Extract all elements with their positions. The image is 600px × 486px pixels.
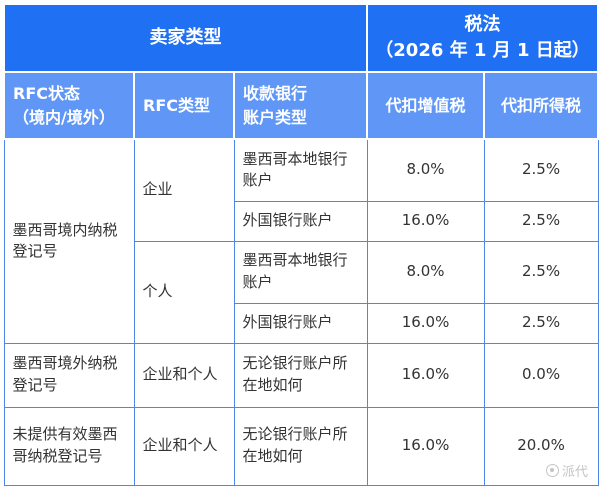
cell-vat-value: 16.0% bbox=[366, 302, 485, 344]
table-row: 外国银行账户 16.0% 2.5% bbox=[4, 200, 599, 242]
cell-rfc-type-both: 企业和个人 bbox=[133, 406, 235, 486]
cell-income-tax-value: 2.5% bbox=[483, 240, 599, 304]
group-header-tax-law: 税法 （2026 年 1 月 1 日起） bbox=[366, 3, 600, 73]
cell-income-tax-value: 0.0% bbox=[483, 342, 599, 408]
cell-bank-any-location: 无论银行账户所在地如何 bbox=[233, 342, 368, 408]
cell-income-tax-value: 2.5% bbox=[483, 200, 599, 242]
cell-rfc-type-individual: 个人 bbox=[133, 240, 235, 344]
cell-bank-foreign: 外国银行账户 bbox=[233, 302, 368, 344]
col-header-rfc-type: RFC类型 bbox=[133, 71, 235, 140]
cell-income-tax-value: 2.5% bbox=[483, 138, 599, 202]
mexico-tax-withholding-table: 卖家类型 税法 （2026 年 1 月 1 日起） RFC状态 （境内/境外） … bbox=[2, 3, 600, 486]
col-header-rfc-status: RFC状态 （境内/境外） bbox=[3, 71, 135, 140]
table-row: 外国银行账户 16.0% 2.5% bbox=[4, 302, 599, 344]
watermark-text: 派代 bbox=[561, 465, 588, 480]
cell-bank-local: 墨西哥本地银行账户 bbox=[233, 240, 368, 304]
cell-rfc-status-foreign: 墨西哥境外纳税登记号 bbox=[3, 342, 135, 408]
table-row: 墨西哥境内纳税登记号 企业 墨西哥本地银行账户 8.0% 2.5% bbox=[3, 138, 599, 344]
cell-vat-value: 16.0% bbox=[366, 406, 485, 486]
cell-vat-value: 8.0% bbox=[366, 240, 485, 304]
cell-rfc-status-none: 未提供有效墨西哥纳税登记号 bbox=[3, 406, 135, 486]
table-row: 墨西哥境外纳税登记号 企业和个人 无论银行账户所在地如何 16.0% 0.0% bbox=[3, 342, 599, 408]
cell-rfc-status-domestic: 墨西哥境内纳税登记号 bbox=[3, 138, 135, 344]
cell-bank-foreign: 外国银行账户 bbox=[233, 200, 368, 242]
col-header-withholding-vat: 代扣增值税 bbox=[366, 71, 486, 140]
table-row-column-headers: RFC状态 （境内/境外） RFC类型 收款银行 账户类型 代扣增值税 代扣所得… bbox=[3, 71, 600, 140]
group-header-seller-type: 卖家类型 bbox=[2, 3, 369, 73]
paidai-logo-icon bbox=[545, 464, 559, 477]
col-header-bank-account-type: 收款银行 账户类型 bbox=[232, 71, 369, 140]
col-header-withholding-income-tax: 代扣所得税 bbox=[483, 71, 600, 140]
table-row-group-headers: 卖家类型 税法 （2026 年 1 月 1 日起） bbox=[2, 3, 600, 73]
cell-vat-value: 16.0% bbox=[366, 200, 485, 242]
cell-income-tax-value: 2.5% bbox=[483, 302, 599, 344]
cell-income-tax-value: 20.0% bbox=[483, 406, 599, 486]
cell-bank-local: 墨西哥本地银行账户 bbox=[233, 138, 368, 202]
table-row: 个人 墨西哥本地银行账户 8.0% 2.5% bbox=[4, 240, 599, 344]
cell-bank-any-location: 无论银行账户所在地如何 bbox=[233, 406, 368, 486]
cell-vat-value: 16.0% bbox=[366, 342, 485, 408]
cell-vat-value: 8.0% bbox=[366, 138, 485, 202]
cell-rfc-type-both: 企业和个人 bbox=[133, 342, 235, 408]
watermark: 派代 bbox=[545, 461, 588, 480]
cell-rfc-type-enterprise: 企业 bbox=[133, 138, 235, 242]
table-row: 未提供有效墨西哥纳税登记号 企业和个人 无论银行账户所在地如何 16.0% 20… bbox=[3, 406, 599, 486]
